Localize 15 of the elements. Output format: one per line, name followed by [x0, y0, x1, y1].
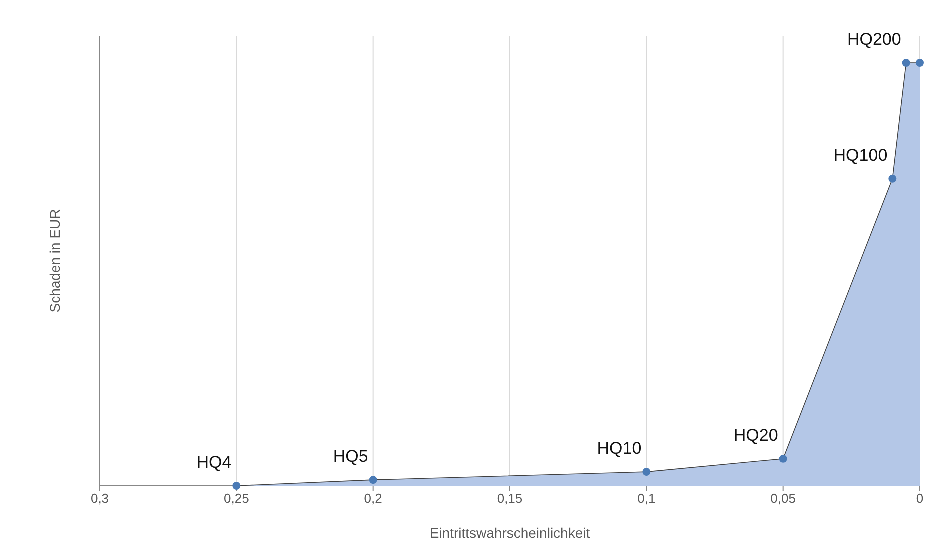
- x-tick-label: 0,05: [770, 491, 796, 506]
- annotation: HQ20: [734, 426, 778, 445]
- annotation: HQ200: [847, 30, 902, 49]
- x-tick-label: 0,3: [90, 491, 110, 506]
- x-tick-label: 0,15: [497, 491, 523, 506]
- y-axis-title: Schaden in EUR: [47, 209, 63, 313]
- x-tick-label: 0: [916, 491, 924, 506]
- x-tick-label: 0,1: [638, 491, 656, 506]
- x-tick-label: 0,25: [224, 491, 250, 506]
- x-tick-label: 0,2: [364, 491, 382, 506]
- annotation: HQ10: [597, 439, 642, 458]
- annotation: HQ4: [196, 453, 232, 472]
- annotation: HQ100: [834, 146, 888, 165]
- annotation: HQ5: [333, 447, 368, 466]
- x-axis-title: Eintrittswahrscheinlichkeit: [430, 525, 590, 541]
